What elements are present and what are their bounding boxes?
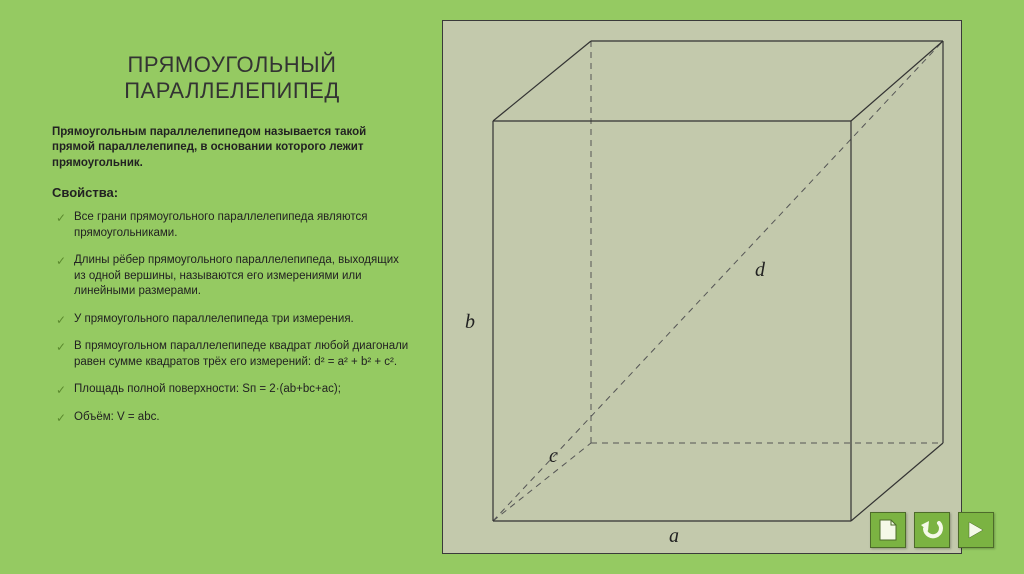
diagonal — [493, 41, 943, 521]
list-item: Длины рёбер прямоугольного параллелепипе… — [56, 253, 412, 300]
list-item: Объём: V = abc. — [56, 410, 412, 426]
list-item: У прямоугольного параллелепипеда три изм… — [56, 312, 412, 328]
list-item: Площадь полной поверхности: Sп = 2·(ab+b… — [56, 382, 412, 398]
diagram: a b c d — [442, 20, 962, 554]
list-item: В прямоугольном параллелепипеде квадрат … — [56, 339, 412, 370]
label-c: c — [549, 445, 558, 468]
label-d: d — [755, 259, 765, 282]
label-a: a — [669, 525, 679, 548]
nav-buttons — [870, 512, 994, 548]
edge — [851, 443, 943, 521]
intro-text: Прямоугольным параллелепипедом называетс… — [52, 125, 412, 172]
back-button[interactable] — [914, 512, 950, 548]
list-item: Все грани прямоугольного параллелепипеда… — [56, 210, 412, 241]
properties-heading: Свойства: — [52, 185, 412, 200]
edge — [493, 41, 591, 121]
next-button[interactable] — [958, 512, 994, 548]
back-icon — [919, 519, 945, 541]
cuboid-svg — [443, 21, 963, 555]
properties-list: Все грани прямоугольного параллелепипеда… — [52, 210, 412, 425]
text-column: ПРЯМОУГОЛЬНЫЙ ПАРАЛЛЕЛЕПИПЕД Прямоугольн… — [52, 52, 412, 437]
edge-hidden — [493, 443, 591, 521]
slide: ПРЯМОУГОЛЬНЫЙ ПАРАЛЛЕЛЕПИПЕД Прямоугольн… — [12, 12, 1012, 562]
edge — [851, 41, 943, 121]
next-icon — [965, 519, 987, 541]
label-b: b — [465, 311, 475, 334]
new-page-icon — [878, 519, 898, 541]
new-page-button[interactable] — [870, 512, 906, 548]
slide-title: ПРЯМОУГОЛЬНЫЙ ПАРАЛЛЕЛЕПИПЕД — [52, 52, 412, 105]
